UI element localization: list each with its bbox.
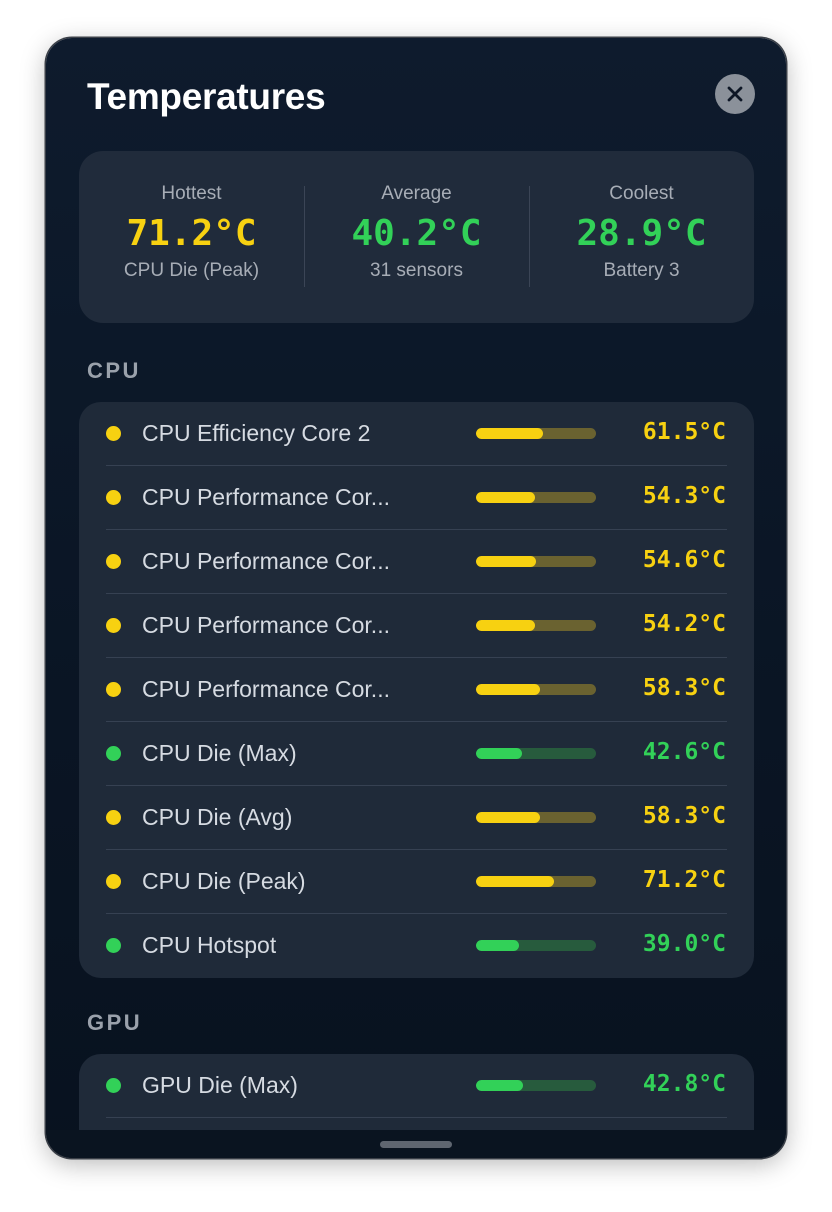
status-dot-icon: [106, 1078, 121, 1093]
sensor-row: CPU Die (Peak) 71.2°C: [79, 850, 754, 914]
sensor-row: CPU Die (Max) 42.6°C: [79, 722, 754, 786]
section-title-gpu: GPU: [87, 1010, 143, 1035]
sensor-name: CPU Die (Avg): [142, 804, 293, 830]
row-divider: [106, 849, 727, 850]
summary-average: Average 40.2°C 31 sensors: [304, 151, 529, 323]
sensor-name: CPU Hotspot: [142, 932, 277, 958]
sensor-row: CPU Performance Cor... 54.6°C: [79, 530, 754, 594]
temperatures-panel: Temperatures Hottest 71.2°C CPU Die (Pea…: [46, 38, 786, 1158]
sensor-row: CPU Die (Avg) 58.3°C: [79, 786, 754, 850]
status-dot-icon: [106, 490, 121, 505]
temperature-bar-fill: [476, 556, 536, 567]
temperature-bar: [476, 428, 596, 439]
average-value: 40.2°C: [351, 213, 482, 254]
row-divider: [106, 529, 727, 530]
average-sensor-count: 31 sensors: [370, 260, 463, 281]
coolest-label: Coolest: [609, 183, 674, 204]
temperature-bar-fill: [476, 684, 540, 695]
sensor-name: CPU Performance Cor...: [142, 676, 390, 702]
status-dot-icon: [106, 810, 121, 825]
sensor-name: GPU Die (Max): [142, 1072, 298, 1098]
status-dot-icon: [106, 874, 121, 889]
sensor-temperature: 61.5°C: [642, 419, 726, 445]
hottest-value: 71.2°C: [126, 213, 257, 254]
coolest-value: 28.9°C: [576, 213, 707, 254]
row-divider: [106, 593, 727, 594]
temperature-bar-fill: [476, 748, 522, 759]
temperature-bar: [476, 812, 596, 823]
sensor-row: CPU Performance Cor... 54.3°C: [79, 466, 754, 530]
temperature-bar-fill: [476, 492, 535, 503]
temperature-bar-fill: [476, 876, 554, 887]
sensor-name: CPU Performance Cor...: [142, 484, 390, 510]
panel-title: Temperatures: [87, 76, 326, 117]
row-divider: [106, 721, 727, 722]
close-icon: [727, 86, 743, 102]
row-divider: [106, 913, 727, 914]
status-dot-icon: [106, 426, 121, 441]
sensor-row: CPU Performance Cor... 54.2°C: [79, 594, 754, 658]
temperature-bar: [476, 556, 596, 567]
temperature-bar-fill: [476, 428, 544, 439]
temperature-bar-fill: [476, 620, 535, 631]
summary-card: Hottest 71.2°C CPU Die (Peak) Average 40…: [79, 151, 754, 323]
temperature-bar: [476, 1080, 596, 1091]
status-dot-icon: [106, 554, 121, 569]
section-title-cpu: CPU: [87, 358, 141, 383]
coolest-sensor: Battery 3: [603, 260, 680, 281]
temperature-bar-fill: [476, 1080, 523, 1091]
sensor-row: CPU Performance Cor... 58.3°C: [79, 658, 754, 722]
temperature-bar: [476, 876, 596, 887]
status-dot-icon: [106, 682, 121, 697]
sensor-name: CPU Die (Peak): [142, 868, 306, 894]
sensor-row: CPU Hotspot 39.0°C: [79, 914, 754, 978]
sensor-row: GPU Die (Max) 42.8°C: [79, 1054, 754, 1118]
temperature-bar: [476, 492, 596, 503]
summary-coolest: Coolest 28.9°C Battery 3: [529, 151, 754, 323]
sensor-temperature: 58.3°C: [642, 803, 726, 829]
status-dot-icon: [106, 618, 121, 633]
sensor-name: CPU Performance Cor...: [142, 548, 390, 574]
temperature-bar: [476, 940, 596, 951]
temperature-bar: [476, 620, 596, 631]
resize-handle[interactable]: [380, 1141, 452, 1148]
average-label: Average: [381, 183, 452, 204]
status-dot-icon: [106, 746, 121, 761]
temperature-bar-fill: [476, 940, 520, 951]
temperature-bar: [476, 748, 596, 759]
sensor-temperature: 42.8°C: [642, 1071, 726, 1097]
sensor-temperature: 54.3°C: [642, 483, 726, 509]
sensor-temperature: 58.3°C: [642, 675, 726, 701]
temperature-bar: [476, 684, 596, 695]
sensor-name: CPU Efficiency Core 2: [142, 420, 371, 446]
sensor-name: CPU Die (Max): [142, 740, 297, 766]
close-button[interactable]: [715, 74, 755, 114]
sensor-temperature: 39.0°C: [642, 931, 726, 957]
temperature-bar-fill: [476, 812, 540, 823]
sensor-row: CPU Efficiency Core 2 61.5°C: [79, 402, 754, 466]
sensor-name: CPU Performance Cor...: [142, 612, 390, 638]
hottest-label: Hottest: [161, 183, 222, 204]
cpu-sensor-list: CPU Efficiency Core 2 61.5°C CPU Performan…: [79, 402, 754, 978]
sensor-temperature: 54.2°C: [642, 611, 726, 637]
row-divider: [106, 785, 727, 786]
row-divider: [106, 1117, 727, 1118]
row-divider: [106, 465, 727, 466]
hottest-sensor: CPU Die (Peak): [123, 260, 260, 281]
status-dot-icon: [106, 938, 121, 953]
sensor-temperature: 71.2°C: [642, 867, 726, 893]
sensor-temperature: 54.6°C: [642, 547, 726, 573]
sensor-temperature: 42.6°C: [642, 739, 726, 765]
summary-hottest: Hottest 71.2°C CPU Die (Peak): [79, 151, 304, 323]
row-divider: [106, 657, 727, 658]
